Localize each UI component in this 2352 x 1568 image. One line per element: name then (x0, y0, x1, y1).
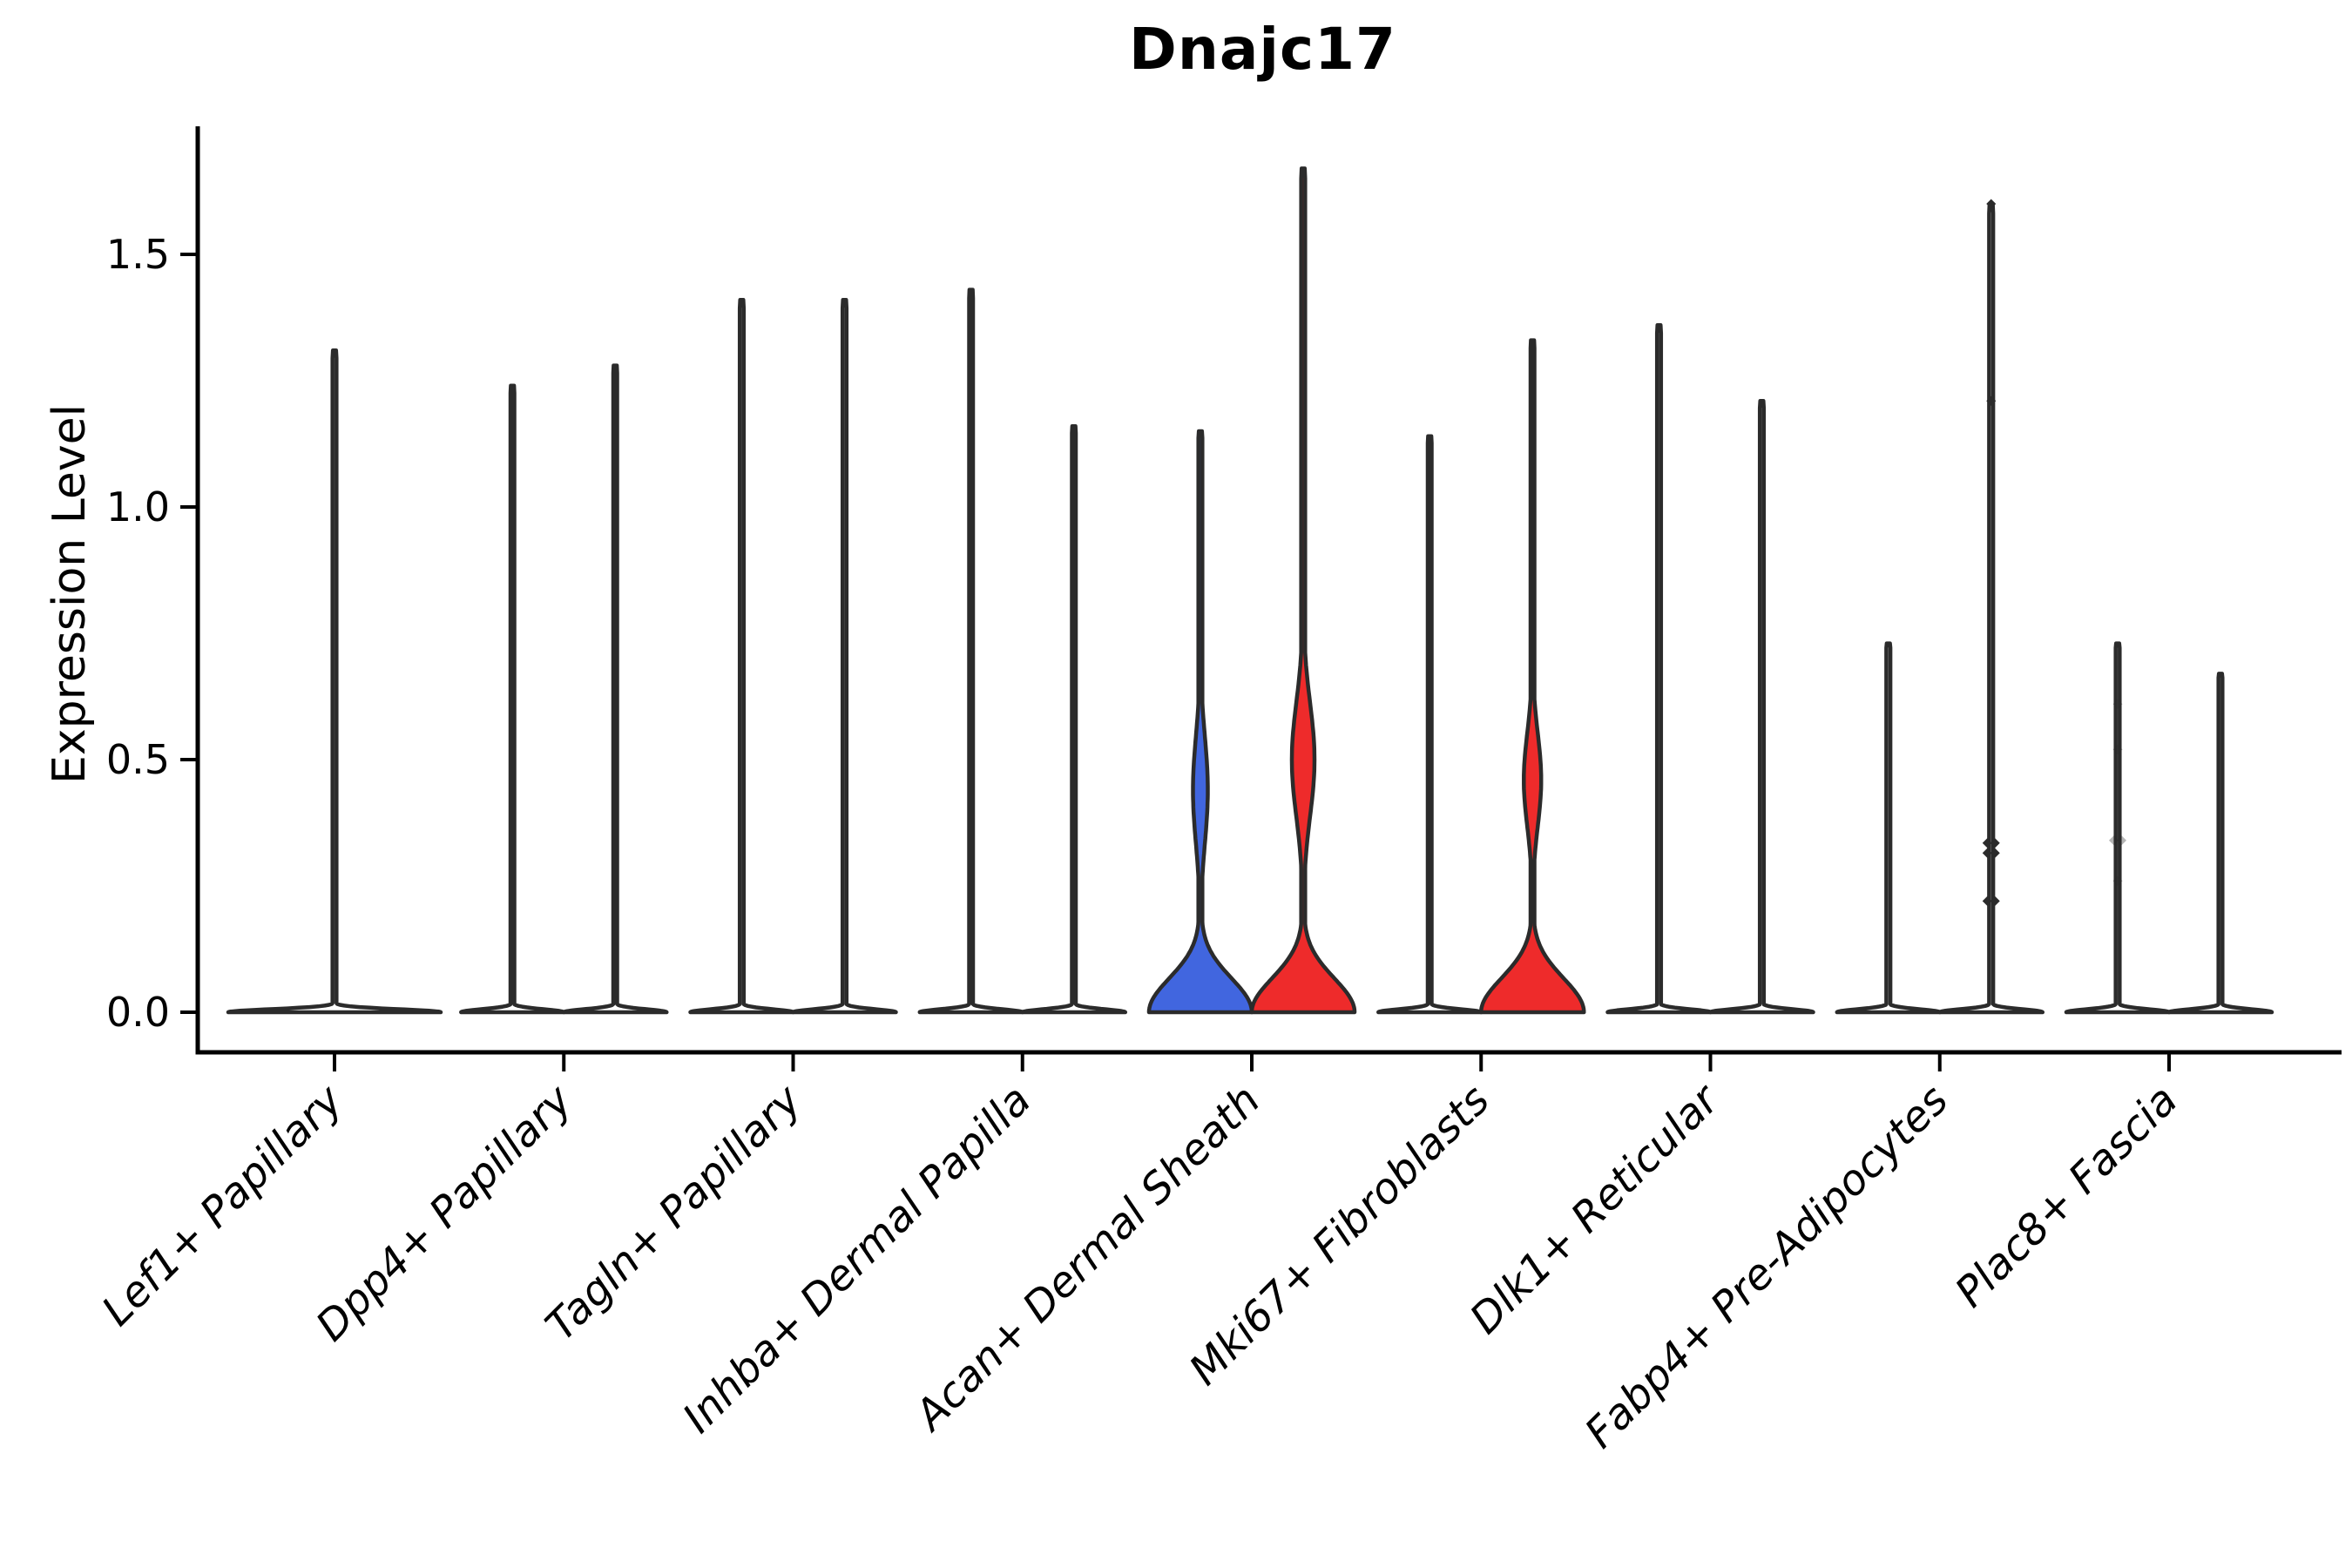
data-point (1982, 838, 1992, 848)
x-tick-label: Tagln+ Papillary (537, 1075, 812, 1350)
data-point (2117, 835, 2126, 846)
violin-single (226, 348, 443, 1015)
violin-right (562, 363, 669, 1015)
violin-left (1605, 322, 1713, 1015)
violin-left (1835, 641, 1943, 1015)
data-point (1990, 896, 2000, 906)
data-point (1982, 848, 1992, 858)
data-point (1982, 896, 1992, 906)
data-point (2112, 744, 2123, 754)
data-point (1986, 199, 1997, 209)
y-tick-label: 1.0 (106, 483, 170, 531)
data-point (2112, 875, 2123, 886)
x-tick-label: Dpp4+ Papillary (307, 1075, 582, 1350)
data-point (2109, 835, 2119, 846)
data-point (1986, 395, 1997, 406)
y-tick-label: 0.0 (106, 989, 170, 1036)
violin-right (1478, 338, 1586, 1015)
violin-right (2166, 672, 2274, 1015)
x-tick-label: Plac8+ Fascia (1946, 1076, 2187, 1317)
violin-right (791, 297, 898, 1015)
violin-left (459, 383, 566, 1015)
violin-left (1146, 429, 1254, 1015)
violin-left (2064, 641, 2172, 1015)
violin-left (917, 287, 1025, 1015)
violin-right (1708, 398, 1815, 1015)
violin-left (1376, 434, 1484, 1015)
violin-right (1020, 423, 1128, 1015)
y-tick-label: 0.5 (106, 736, 170, 783)
violin-right (1937, 201, 2045, 1015)
y-tick-label: 1.5 (106, 231, 170, 278)
x-tick-label: Fabp4+ Pre-Adipocytes (1576, 1076, 1958, 1458)
violin-right (1249, 166, 1357, 1015)
data-point (1990, 838, 2000, 848)
chart-title: Dnajc17 (1129, 16, 1396, 83)
violin-left (688, 297, 795, 1015)
data-point (1990, 848, 2000, 858)
x-tick-label: Dlk1+ Reticular (1461, 1074, 1731, 1344)
x-tick-label: Lef1+ Papillary (92, 1075, 353, 1335)
data-point (2112, 699, 2123, 709)
